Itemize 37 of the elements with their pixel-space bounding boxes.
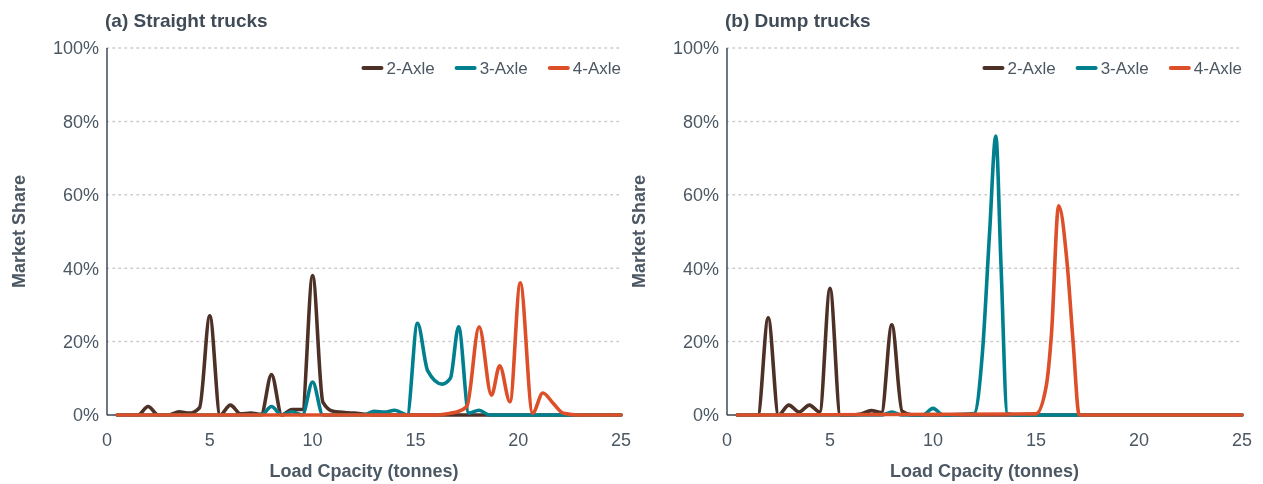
- y-tick-label: 20%: [682, 331, 719, 352]
- x-tick-label: 10: [922, 430, 944, 451]
- y-tick-label: 80%: [682, 111, 719, 132]
- line-series: [735, 204, 1244, 417]
- x-tick-label: 0: [721, 430, 733, 451]
- x-tick-label: 25: [610, 430, 632, 451]
- y-tick-label: 100%: [672, 38, 719, 59]
- y-tick-label: 0%: [72, 405, 99, 426]
- y-tick-label: 80%: [62, 111, 99, 132]
- y-tick-label: 40%: [62, 258, 99, 279]
- y-tick-label: 100%: [52, 38, 99, 59]
- y-axis-title: Market Share: [629, 174, 650, 289]
- legend-label: 2-Axle: [386, 58, 435, 78]
- chart-title: (b) Dump trucks: [725, 10, 871, 31]
- x-tick-label: 25: [1231, 430, 1253, 451]
- y-tick-label: 40%: [682, 258, 719, 279]
- legend-label: 4-Axle: [1193, 58, 1242, 78]
- y-tick-label: 60%: [62, 185, 99, 206]
- y-axis-title: Market Share: [9, 174, 30, 289]
- chart-title: (a) Straight trucks: [105, 10, 268, 31]
- x-tick-label: 5: [204, 430, 215, 451]
- legend-label: 4-Axle: [572, 58, 621, 78]
- x-tick-label: 15: [405, 430, 426, 451]
- legend-label: 3-Axle: [1100, 58, 1149, 78]
- legend-label: 2-Axle: [1007, 58, 1056, 78]
- y-tick-label: 0%: [692, 405, 719, 426]
- x-tick-label: 20: [508, 430, 529, 451]
- x-tick-label: 5: [824, 430, 836, 451]
- x-tick-label: 15: [1025, 430, 1047, 451]
- y-tick-label: 20%: [62, 331, 99, 352]
- x-axis-title: Load Cpacity (tonnes): [889, 461, 1080, 482]
- legend-label: 3-Axle: [479, 58, 528, 78]
- x-tick-label: 20: [1128, 430, 1150, 451]
- y-tick-label: 60%: [682, 185, 719, 206]
- x-axis-title: Load Cpacity (tonnes): [269, 461, 459, 482]
- x-tick-label: 10: [302, 430, 323, 451]
- x-tick-label: 0: [101, 430, 113, 451]
